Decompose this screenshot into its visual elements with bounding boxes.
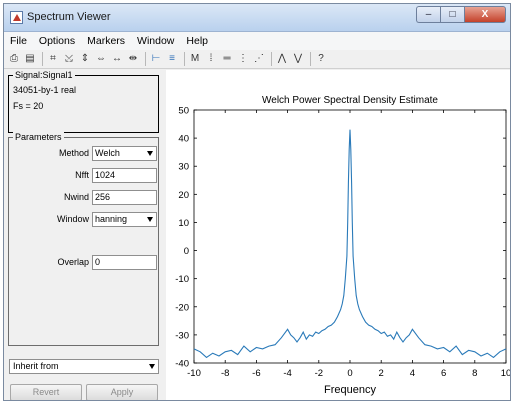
track-markers-icon[interactable]: ⋮ [238,53,248,64]
y-tick-label: 30 [178,162,189,173]
window-value: hanning [95,214,128,224]
x-tick-label: 8 [472,368,477,379]
inherit-from-value: Inherit from [13,361,59,371]
x-tick-label: 10 [501,368,511,379]
toolbar-separator [310,52,311,66]
menu-markers[interactable]: Markers [87,35,126,47]
y-tick-label: 20 [178,190,189,201]
toolbar-separator [145,52,146,66]
plot-area: Welch Power Spectral Density Estimate Fre… [166,70,511,401]
maximize-button[interactable]: □ [440,6,464,23]
slope-markers-icon[interactable]: ⋰ [254,53,264,64]
minimize-button[interactable]: – [416,6,440,23]
y-tick-label: -40 [175,359,189,370]
overlap-input[interactable]: 0 [92,255,157,270]
method-dropdown[interactable]: Welch [92,146,157,161]
chevron-down-icon [147,217,153,222]
toolbar-separator [42,52,43,66]
axes-box [193,109,507,364]
valleys-icon[interactable]: ⋁ [293,53,303,64]
y-tick-label: 40 [178,134,189,145]
title-bar[interactable]: Spectrum Viewer – □ X [4,4,510,32]
zoom-x-in-icon[interactable]: ⇔ [96,53,106,64]
nwind-label: Nwind [63,192,89,202]
x-tick-label: -8 [221,368,229,379]
legend-icon[interactable]: ≡ [169,53,175,64]
revert-button[interactable]: Revert [10,384,82,400]
zoom-full-icon[interactable]: ⇹ [128,53,138,64]
menu-help[interactable]: Help [186,35,208,47]
psd-chart[interactable]: Welch Power Spectral Density Estimate Fre… [166,70,511,401]
whats-this-icon[interactable]: ? [318,53,324,64]
x-tick-label: -10 [187,368,201,379]
zoom-y-icon[interactable]: ⇕ [80,53,90,64]
window-controls: – □ X [416,6,506,24]
nfft-label: Nfft [75,170,89,180]
chevron-down-icon [149,364,155,369]
y-tick-label: -10 [175,274,189,285]
x-tick-label: -4 [283,368,291,379]
print-preview-icon[interactable]: ▤ [25,53,35,64]
signal-group-title: Signal:Signal1 [13,70,75,80]
menu-window[interactable]: Window [137,35,175,47]
toolbar-separator [184,52,185,66]
chevron-down-icon [147,151,153,156]
horizontal-markers-icon[interactable]: ═ [223,53,231,64]
vertical-markers-icon[interactable]: ⁞ [209,53,213,64]
print-icon[interactable]: ⎙ [10,53,18,64]
zoom-x-out-icon[interactable]: ↔ [112,53,122,64]
x-tick-label: 6 [441,368,446,379]
x-tick-label: -2 [315,368,323,379]
chart-title: Welch Power Spectral Density Estimate [262,95,438,106]
toolbar: ⎙ ▤ ⌗ ⤩ ⇕ ⇔ ↔ ⇹ ⊢ ≡ M ⁞ ═ ⋮ ⋰ ⋀ ⋁? [4,50,510,69]
parameters-group: Parameters Method Welch Nfft 1024 Nwind … [8,132,159,346]
y-tick-label: 50 [178,106,189,117]
signal-group: Signal:Signal1 34051-by-1 real Fs = 20 [8,70,159,133]
window-title: Spectrum Viewer [27,11,111,23]
select-line-icon[interactable]: ⊢ [151,53,161,64]
psd-series-line[interactable] [193,129,507,359]
window-dropdown[interactable]: hanning [92,212,157,227]
overlap-label: Overlap [57,257,89,267]
y-tick-label: 0 [184,246,189,257]
y-tick-label: 10 [178,218,189,229]
nfft-input[interactable]: 1024 [92,168,157,183]
apply-button[interactable]: Apply [86,384,158,400]
app-icon [10,11,23,24]
toolbar-separator [271,52,272,66]
x-axis-label: Frequency [324,384,376,396]
signal-fs: Fs = 20 [13,101,44,111]
inherit-from-dropdown[interactable]: Inherit from [9,359,159,374]
nwind-input[interactable]: 256 [92,190,157,205]
zoom-out-icon[interactable]: ⤩ [65,53,73,64]
window-label: Window [56,214,89,224]
x-tick-label: 0 [347,368,352,379]
close-button[interactable]: X [464,6,506,23]
x-tick-label: 4 [410,368,415,379]
left-panel: Signal:Signal1 34051-by-1 real Fs = 20 P… [4,70,164,400]
y-tick-label: -20 [175,302,189,313]
parameters-group-title: Parameters [13,132,64,142]
method-value: Welch [95,148,120,158]
x-tick-label: 2 [379,368,384,379]
peaks-icon[interactable]: ⋀ [277,53,287,64]
spectrum-viewer-window: Spectrum Viewer – □ X File Options Marke… [3,3,511,401]
zoom-box-icon[interactable]: ⌗ [50,53,56,64]
menu-bar: File Options Markers Window Help [4,32,510,50]
signal-size: 34051-by-1 real [13,85,77,95]
markers-icon[interactable]: M [190,53,200,64]
y-tick-label: -30 [175,330,189,341]
x-tick-label: -6 [252,368,260,379]
method-label: Method [58,148,89,158]
menu-file[interactable]: File [10,35,27,47]
menu-options[interactable]: Options [38,35,76,47]
